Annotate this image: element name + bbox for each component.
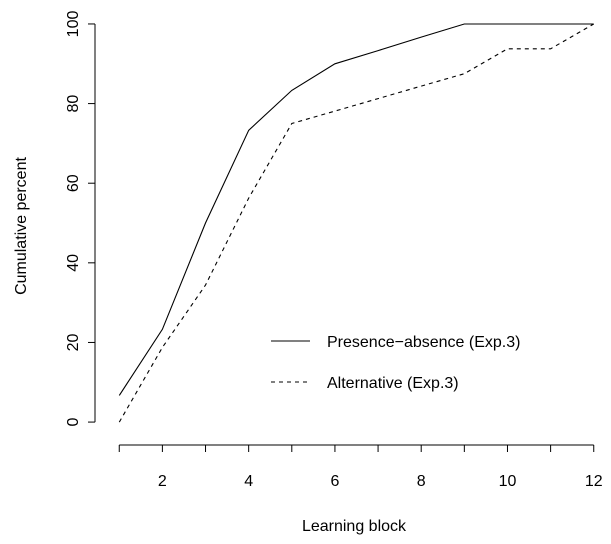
y-axis-title: Cumulative percent [13, 157, 30, 295]
x-tick-label: 10 [499, 473, 517, 490]
series-line-presence-absence [118, 23, 594, 396]
y-axis-ticks: 0 20 40 60 80 100 [65, 11, 95, 427]
y-tick-label: 20 [65, 333, 82, 351]
y-tick-label: 40 [65, 254, 82, 272]
x-tick-label: 6 [330, 473, 339, 490]
x-tick-label: 4 [244, 473, 253, 490]
legend-label-presence-absence: Presence−absence (Exp.3) [327, 334, 520, 351]
y-tick-label: 100 [65, 11, 82, 38]
legend-label-alternative: Alternative (Exp.3) [327, 375, 459, 392]
plot-area: 2 4 6 8 10 12 0 20 40 60 80 100 [65, 11, 603, 490]
y-tick-label: 60 [65, 174, 82, 192]
series-layer [118, 23, 594, 423]
y-tick-label: 0 [65, 418, 82, 427]
legend: Presence−absence (Exp.3) Alternative (Ex… [271, 334, 520, 392]
x-tick-label: 2 [158, 473, 167, 490]
x-axis-ticks: 2 4 6 8 10 12 [118, 445, 603, 490]
y-tick-label: 80 [65, 95, 82, 113]
x-tick-label: 8 [417, 473, 426, 490]
x-tick-label: 12 [585, 473, 603, 490]
x-axis-title: Learning block [302, 518, 407, 535]
series-line-alternative [118, 23, 594, 423]
